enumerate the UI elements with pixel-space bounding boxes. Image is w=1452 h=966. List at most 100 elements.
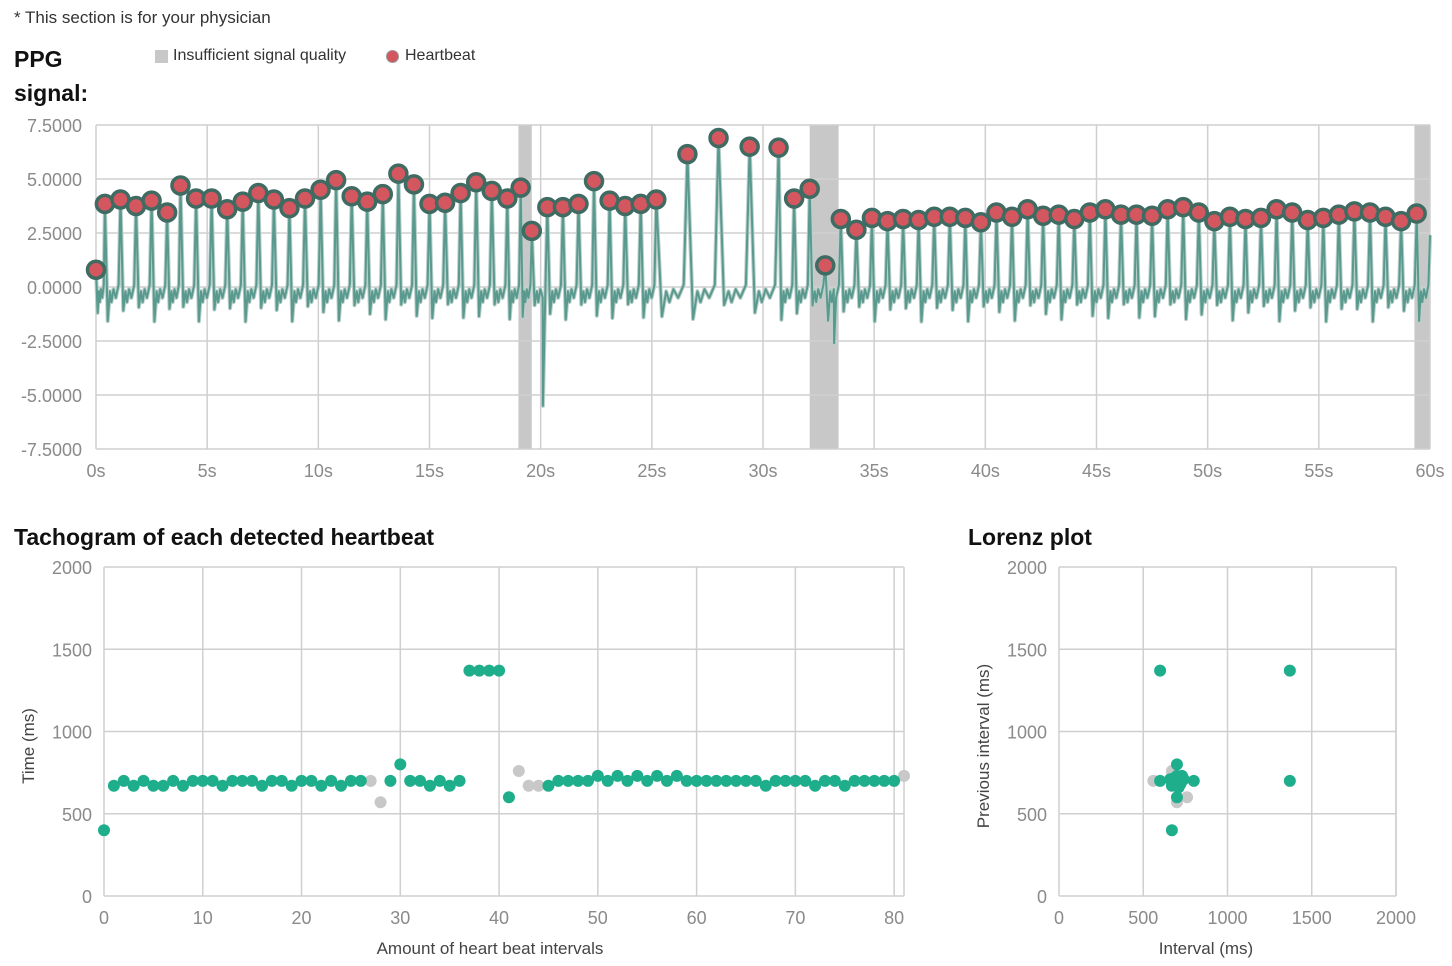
lorenz-point-19 bbox=[1164, 773, 1177, 786]
tach-point-1 bbox=[107, 779, 120, 792]
tach-point-47 bbox=[611, 769, 624, 782]
lorenz-excluded-point-2 bbox=[1181, 791, 1194, 804]
ppg-heartbeat-marker-44 bbox=[815, 255, 836, 276]
tach-point-21 bbox=[305, 774, 318, 787]
ppg-heartbeat-marker-37 bbox=[646, 189, 667, 210]
tach-point-20 bbox=[295, 774, 308, 787]
ppg-heartbeat-marker-39 bbox=[708, 127, 729, 149]
tach-x-tick-7: 70 bbox=[785, 908, 805, 928]
lorenz-point-2 bbox=[1283, 774, 1296, 787]
ppg-y-tick-2: 2.5000 bbox=[27, 224, 82, 244]
lorenz-point-1 bbox=[1283, 664, 1296, 677]
ppg-heartbeat-marker-68 bbox=[1188, 202, 1210, 223]
ppg-heartbeat-marker-14 bbox=[294, 188, 316, 209]
tach-y-tick-0: 0 bbox=[82, 887, 92, 907]
tach-point-67 bbox=[809, 779, 822, 792]
tach-point-31 bbox=[423, 779, 436, 792]
heartbeat-dot-icon bbox=[386, 49, 399, 63]
lorenz-x-tick-4: 2000 bbox=[1376, 908, 1416, 928]
tach-x-tick-0: 0 bbox=[99, 908, 109, 928]
tach-point-54 bbox=[680, 774, 693, 787]
tach-point-64 bbox=[779, 774, 792, 787]
ppg-heartbeat-marker-21 bbox=[403, 174, 425, 195]
ppg-heartbeat-marker-54 bbox=[970, 211, 992, 233]
lorenz-x-tick-1: 500 bbox=[1128, 908, 1158, 928]
tach-point-12 bbox=[216, 779, 229, 792]
ppg-heartbeat-marker-13 bbox=[279, 197, 300, 219]
ppg-heartbeat-marker-19 bbox=[372, 183, 394, 205]
ppg-heartbeat-marker-46 bbox=[846, 219, 867, 241]
ppg-heartbeat-marker-27 bbox=[497, 188, 518, 209]
lorenz-point-13 bbox=[1154, 774, 1167, 787]
ppg-heartbeat-marker-24 bbox=[450, 182, 471, 204]
tach-y-tick-4: 2000 bbox=[52, 558, 92, 578]
tach-x-tick-5: 50 bbox=[588, 908, 608, 928]
ppg-heartbeat-marker-25 bbox=[465, 171, 487, 193]
tach-point-50 bbox=[641, 774, 654, 787]
tach-point-26 bbox=[354, 774, 367, 787]
tach-x-axis-label: Amount of heart beat intervals bbox=[377, 939, 604, 958]
tach-point-7 bbox=[167, 774, 180, 787]
ppg-heartbeat-marker-72 bbox=[1250, 207, 1272, 229]
tach-point-0 bbox=[98, 824, 110, 837]
ppg-heartbeat-marker-74 bbox=[1281, 202, 1303, 223]
tach-y-tick-3: 1500 bbox=[52, 640, 92, 660]
ppg-x-tick-5: 25s bbox=[637, 461, 666, 481]
tach-point-30 bbox=[414, 774, 427, 787]
legend-heartbeat-label: Heartbeat bbox=[405, 47, 476, 64]
lorenz-x-tick-0: 0 bbox=[1054, 908, 1064, 928]
ppg-heartbeat-marker-81 bbox=[1390, 210, 1412, 232]
lorenz-y-tick-4: 2000 bbox=[1007, 558, 1047, 578]
tach-point-13 bbox=[226, 774, 239, 787]
ppg-heartbeat-marker-4 bbox=[141, 190, 162, 211]
ppg-x-tick-11: 55s bbox=[1304, 461, 1333, 481]
tach-point-22 bbox=[315, 779, 328, 792]
ppg-heartbeat-marker-45 bbox=[830, 208, 852, 230]
tach-point-4 bbox=[137, 774, 150, 787]
ppg-y-tick-6: -7.5000 bbox=[21, 440, 82, 460]
tach-point-42 bbox=[562, 774, 575, 787]
tach-point-46 bbox=[601, 774, 614, 787]
ppg-heartbeat-marker-28 bbox=[510, 177, 531, 198]
tach-point-24 bbox=[335, 779, 348, 792]
lorenz-y-tick-1: 500 bbox=[1017, 805, 1047, 825]
tach-point-33 bbox=[443, 779, 456, 792]
lorenz-x-tick-3: 1500 bbox=[1292, 908, 1332, 928]
ppg-heartbeat-marker-26 bbox=[481, 180, 503, 202]
ppg-heartbeat-marker-15 bbox=[310, 179, 331, 201]
tach-point-37 bbox=[483, 664, 496, 677]
ppg-x-tick-7: 35s bbox=[860, 461, 889, 481]
tach-point-56 bbox=[700, 774, 713, 787]
tach-point-2 bbox=[117, 774, 130, 787]
ppg-heartbeat-marker-29 bbox=[521, 220, 543, 242]
lorenz-y-axis-label: Previous interval (ms) bbox=[974, 664, 993, 828]
tach-point-69 bbox=[828, 774, 841, 787]
ppg-x-tick-9: 45s bbox=[1082, 461, 1111, 481]
tach-point-52 bbox=[660, 774, 673, 787]
tach-point-38 bbox=[493, 664, 506, 677]
tach-point-44 bbox=[581, 774, 594, 787]
tach-x-tick-4: 40 bbox=[489, 908, 509, 928]
ppg-y-tick-4: -2.5000 bbox=[21, 332, 82, 352]
tach-point-41 bbox=[552, 774, 565, 787]
tach-point-57 bbox=[710, 774, 723, 787]
tach-point-17 bbox=[265, 774, 278, 787]
ppg-heartbeat-marker-9 bbox=[216, 198, 238, 220]
lorenz-point-5 bbox=[1187, 774, 1200, 787]
tach-excluded-point-2 bbox=[512, 764, 525, 777]
ppg-x-tick-6: 30s bbox=[748, 461, 777, 481]
lorenz-y-tick-0: 0 bbox=[1037, 887, 1047, 907]
grey-square-icon bbox=[155, 49, 168, 63]
tach-point-27 bbox=[384, 774, 397, 787]
physician-note: * This section is for your physician bbox=[14, 8, 271, 27]
ppg-x-tick-4: 20s bbox=[526, 461, 555, 481]
tach-y-axis-label: Time (ms) bbox=[19, 708, 38, 784]
ppg-heartbeat-marker-33 bbox=[583, 170, 605, 192]
ppg-heartbeat-marker-5 bbox=[156, 202, 178, 223]
ppg-heartbeat-marker-38 bbox=[677, 143, 698, 165]
tach-point-58 bbox=[720, 774, 733, 787]
tach-point-19 bbox=[285, 779, 298, 792]
ppg-heartbeat-marker-42 bbox=[783, 188, 805, 209]
tach-point-36 bbox=[473, 664, 486, 677]
